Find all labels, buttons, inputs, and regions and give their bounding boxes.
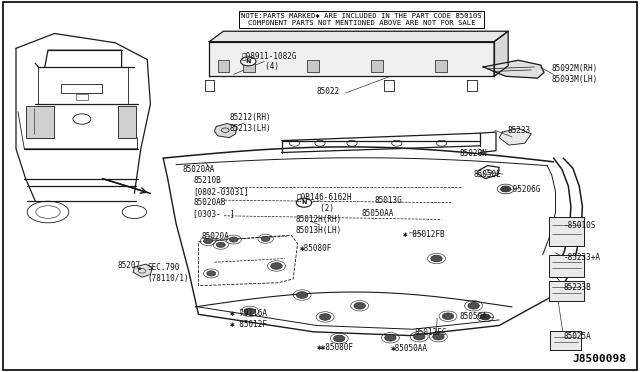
Polygon shape — [483, 60, 544, 78]
Text: 85012FC: 85012FC — [415, 328, 447, 337]
Circle shape — [244, 308, 255, 315]
Circle shape — [433, 333, 444, 340]
Text: 85020AA: 85020AA — [182, 165, 215, 174]
Circle shape — [413, 333, 425, 340]
Bar — [218, 60, 229, 72]
Text: 85025A: 85025A — [563, 332, 591, 341]
Polygon shape — [499, 128, 531, 145]
Circle shape — [431, 255, 442, 262]
Circle shape — [333, 335, 345, 342]
Circle shape — [229, 237, 238, 242]
Text: 85050AA: 85050AA — [362, 209, 394, 218]
Text: 85233B: 85233B — [563, 283, 591, 292]
Bar — [549, 255, 584, 277]
Bar — [26, 106, 54, 138]
Bar — [371, 60, 383, 72]
Circle shape — [241, 57, 256, 66]
Polygon shape — [494, 31, 508, 76]
Circle shape — [442, 313, 454, 320]
Circle shape — [385, 334, 396, 341]
Bar — [549, 217, 584, 246]
Text: J8500098: J8500098 — [572, 354, 626, 364]
Text: 85212(RH)
85213(LH): 85212(RH) 85213(LH) — [229, 113, 271, 133]
Circle shape — [319, 314, 331, 320]
Bar — [307, 60, 319, 72]
Text: N: N — [301, 200, 307, 205]
Text: ✱ 85012FB: ✱ 85012FB — [403, 230, 445, 239]
Text: 85207: 85207 — [117, 261, 140, 270]
Circle shape — [216, 242, 225, 247]
Text: ⓝ08911-1082G
     (4): ⓝ08911-1082G (4) — [242, 51, 298, 71]
Bar — [61, 84, 102, 93]
Circle shape — [138, 267, 141, 270]
Circle shape — [296, 292, 308, 298]
Circle shape — [296, 198, 312, 207]
FancyBboxPatch shape — [3, 2, 637, 370]
Text: 85233: 85233 — [508, 126, 531, 135]
Circle shape — [271, 263, 282, 269]
Bar — [243, 60, 255, 72]
Circle shape — [204, 238, 212, 244]
Text: ✱ 79116A
✱ 85012F: ✱ 79116A ✱ 85012F — [230, 309, 268, 329]
Polygon shape — [209, 31, 508, 42]
Text: -85010S: -85010S — [563, 221, 596, 230]
Text: 85020A: 85020A — [202, 232, 229, 241]
Bar — [76, 94, 88, 100]
Text: ✱✱85080F: ✱✱85080F — [317, 343, 354, 352]
Text: ⓝ0B146-6162H
     (2): ⓝ0B146-6162H (2) — [297, 193, 353, 213]
Polygon shape — [209, 42, 494, 76]
Bar — [435, 60, 447, 72]
Text: ✱85080F: ✱85080F — [300, 244, 332, 253]
Bar — [118, 106, 136, 138]
Circle shape — [500, 186, 511, 192]
Text: ✱85050AA: ✱85050AA — [390, 344, 428, 353]
Text: N: N — [246, 59, 251, 64]
Bar — [550, 331, 581, 350]
Circle shape — [261, 236, 270, 241]
Text: 85020N: 85020N — [460, 149, 487, 158]
Text: 85050E: 85050E — [474, 170, 501, 179]
Text: 85050A: 85050A — [460, 312, 487, 321]
Text: 85210B
[0802-03031]
85020AB
[0303-  ]: 85210B [0802-03031] 85020AB [0303- ] — [193, 176, 249, 218]
Text: -85233+A: -85233+A — [563, 253, 600, 262]
Circle shape — [354, 302, 365, 309]
Text: SEC.790
(78110/1): SEC.790 (78110/1) — [147, 263, 189, 283]
Text: 85013G: 85013G — [374, 196, 402, 205]
Text: 85092M(RH)
85093M(LH): 85092M(RH) 85093M(LH) — [552, 64, 598, 84]
Circle shape — [207, 271, 216, 276]
Polygon shape — [214, 124, 237, 138]
Polygon shape — [133, 264, 152, 277]
Text: -95206G: -95206G — [509, 185, 541, 194]
Circle shape — [468, 302, 479, 309]
Text: NOTE:PARTS MARKED✱ ARE INCLUDED IN THE PART CODE 85010S
COMPONENT PARTS NOT MENT: NOTE:PARTS MARKED✱ ARE INCLUDED IN THE P… — [241, 13, 482, 26]
Circle shape — [480, 314, 490, 320]
Text: 85022: 85022 — [317, 87, 340, 96]
Bar — [549, 281, 584, 301]
Text: 85012H(RH)
85013H(LH): 85012H(RH) 85013H(LH) — [296, 215, 342, 235]
